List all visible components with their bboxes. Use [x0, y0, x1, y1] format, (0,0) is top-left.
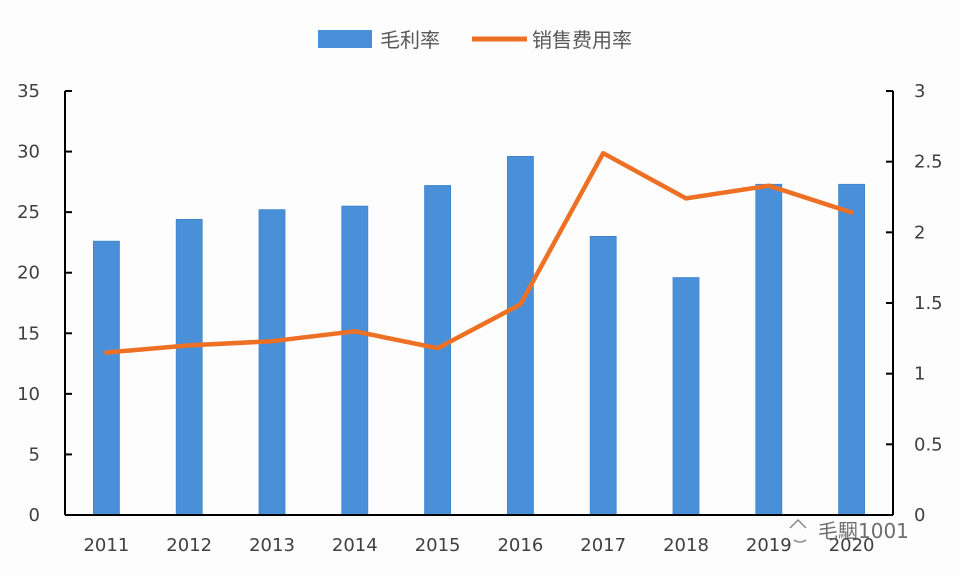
bar-2016: [506, 155, 534, 516]
left-tick-label: 20: [17, 263, 40, 284]
legend-label-sales-expense-ratio: 销售费用率: [532, 28, 632, 52]
bar-2019: [755, 183, 783, 516]
right-tick-label: 1.5: [914, 293, 943, 314]
right-tick-label: 2.5: [914, 152, 943, 173]
x-tick-label: 2013: [249, 535, 295, 556]
legend-bar-swatch: [318, 30, 372, 48]
x-tick-label: 2012: [166, 535, 212, 556]
bar-2020: [838, 183, 865, 516]
sales-expense-ratio-line: [104, 150, 854, 355]
bar-series-gross-margin: [93, 155, 865, 516]
left-tick-label: 15: [17, 323, 40, 344]
right-tick-label: 0: [914, 505, 925, 526]
right-tick-label: 1: [914, 364, 925, 385]
x-tick-label: 2014: [332, 535, 378, 556]
bar-2018: [672, 277, 700, 516]
left-axis-ticks: 0 5 10 15 20 25 30 35: [17, 81, 72, 526]
x-tick-label: 2020: [829, 535, 875, 556]
bar-2012: [175, 218, 203, 516]
x-tick-label: 2011: [83, 535, 129, 556]
left-tick-label: 5: [29, 444, 40, 465]
legend: 毛利率 销售费用率: [318, 28, 632, 52]
left-tick-label: 25: [17, 202, 40, 223]
left-tick-label: 0: [29, 505, 40, 526]
bar-2014: [341, 205, 369, 516]
x-tick-label: 2019: [746, 535, 792, 556]
right-tick-label: 2: [914, 222, 925, 243]
x-tick-label: 2016: [497, 535, 543, 556]
left-tick-label: 30: [17, 142, 40, 163]
right-tick-label: 0.5: [914, 434, 943, 455]
left-tick-label: 35: [17, 81, 40, 102]
x-tick-label: 2018: [663, 535, 709, 556]
bar-2017: [589, 235, 617, 516]
watermark-logo-icon: [789, 518, 807, 543]
watermark-text: 毛駰1001: [818, 519, 909, 543]
bar-2011: [93, 240, 120, 516]
legend-item-gross-margin[interactable]: 毛利率: [318, 28, 440, 52]
left-tick-label: 10: [17, 384, 40, 405]
line-series-sales-expense-ratio: [104, 150, 854, 355]
bar-2013: [258, 209, 286, 516]
legend-item-sales-expense-ratio[interactable]: 销售费用率: [472, 28, 632, 52]
right-axis-ticks: 0 0.5 1 1.5 2 2.5 3: [886, 81, 943, 526]
right-tick-label: 3: [914, 81, 925, 102]
x-tick-label: 2015: [415, 535, 461, 556]
legend-label-gross-margin: 毛利率: [380, 28, 440, 52]
x-tick-label: 2017: [580, 535, 626, 556]
watermark: 毛駰1001: [789, 518, 909, 543]
x-axis-ticks: 2011 2012 2013 2014 2015 2016 2017 2018 2019 2020: [83, 535, 874, 556]
